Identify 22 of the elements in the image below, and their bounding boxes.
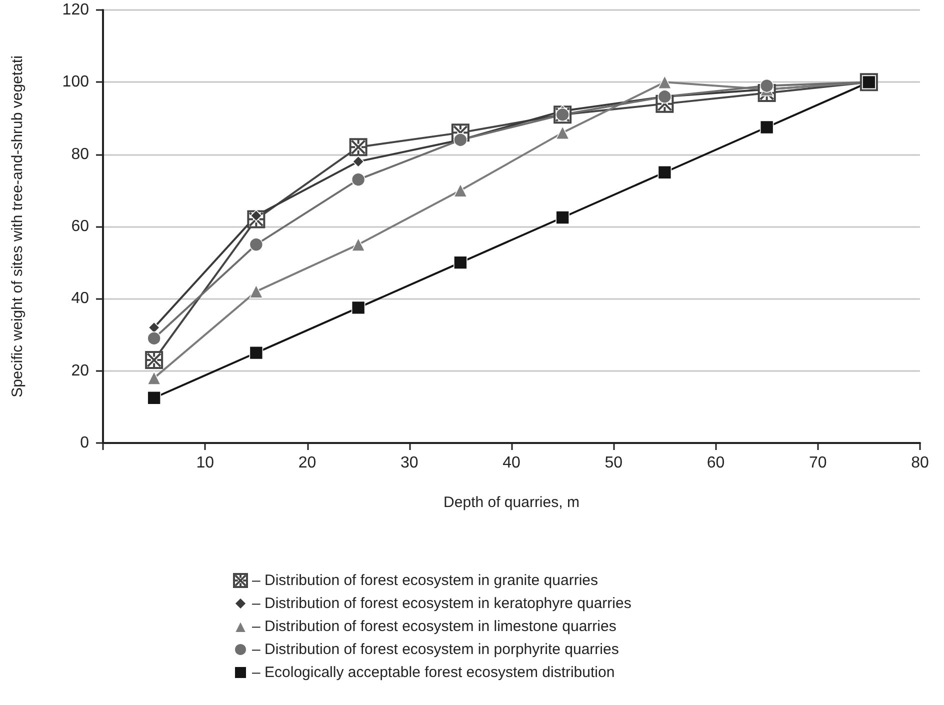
y-tick-label: 60 [71, 218, 90, 235]
x-tick-label: 40 [502, 454, 520, 472]
x-tick-label: 50 [604, 454, 623, 472]
y-axis-title: Specific weight of sites with tree-and-shrub vegetati [9, 56, 26, 398]
y-tick-label: 40 [71, 290, 90, 308]
legend-label: – Distribution of forest ecosystem in porphyrite quarries [252, 641, 619, 658]
y-tick-label: 0 [80, 434, 90, 452]
x-axis-title: Depth of quarries, m [444, 494, 580, 511]
x-tick-label: 70 [808, 454, 827, 472]
x-tick-label: 80 [911, 454, 929, 472]
x-tick-label: 60 [706, 454, 725, 472]
y-tick-label: 100 [62, 74, 90, 91]
legend-label: – Distribution of forest ecosystem in granite quarries [252, 572, 598, 589]
x-tick-label: 30 [400, 454, 418, 472]
y-tick-label: 80 [71, 146, 90, 163]
y-tick-label: 20 [71, 362, 90, 380]
x-tick-label: 10 [196, 454, 214, 472]
y-tick-label: 120 [62, 2, 90, 18]
legend-label: – Distribution of forest ecosystem in limestone quarries [252, 618, 616, 635]
x-tick-label: 20 [298, 454, 316, 472]
legend-label: – Distribution of forest ecosystem in keratophyre quarries [252, 595, 632, 612]
legend-label: – Ecologically acceptable forest ecosystem distribution [252, 664, 615, 681]
